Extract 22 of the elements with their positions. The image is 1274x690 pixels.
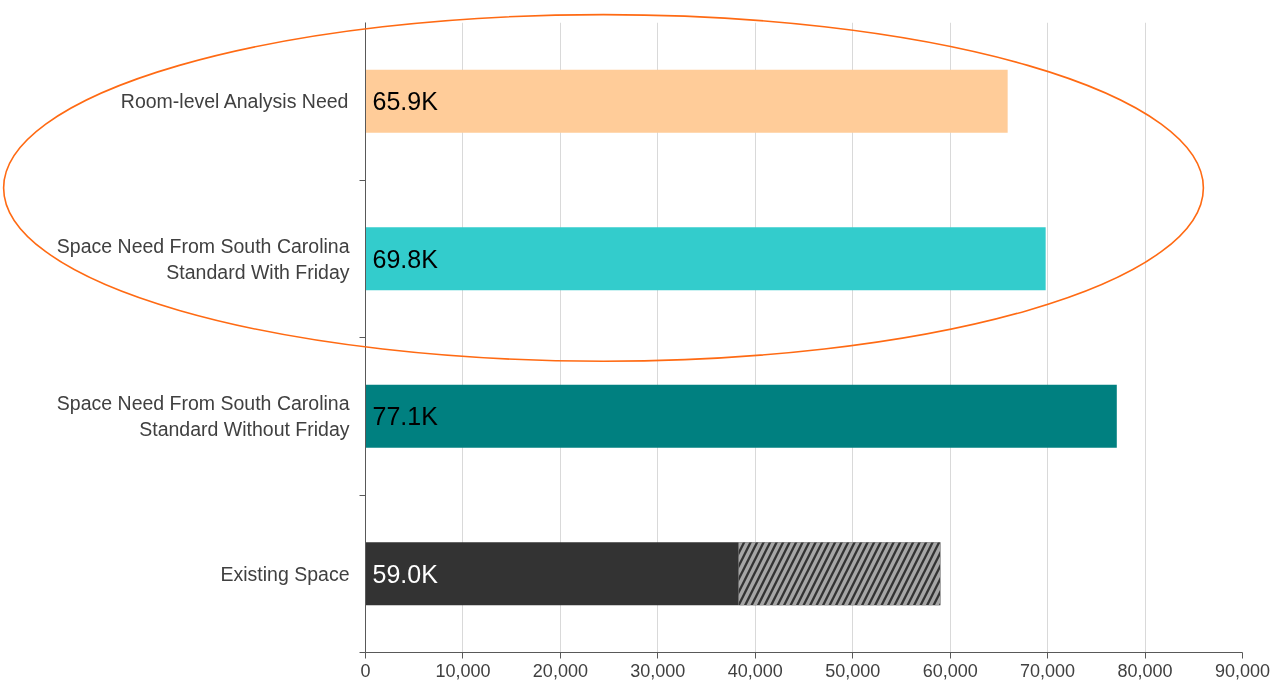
total-label: 65.9K bbox=[372, 87, 439, 116]
x-tick-label: 60,000 bbox=[922, 660, 978, 681]
x-tick-label: 0 bbox=[360, 660, 371, 681]
bar bbox=[365, 227, 1046, 291]
bar bbox=[365, 542, 739, 606]
x-tick-label: 70,000 bbox=[1020, 660, 1076, 681]
x-tick-label: 90,000 bbox=[1214, 660, 1271, 681]
y-tick-label: Space Need From South Carolina Standard With Friday bbox=[56, 234, 350, 283]
y-tick-label: Space Need From South Carolina Standard Without Friday bbox=[56, 392, 350, 441]
total-label: 59.0K bbox=[372, 559, 439, 588]
x-tick-label: 50,000 bbox=[825, 660, 881, 681]
total-label: 77.1K bbox=[372, 402, 439, 431]
y-tick-label: Existing Space bbox=[220, 562, 350, 585]
x-tick-label: 30,000 bbox=[630, 660, 686, 681]
y-tick-label: Room-level Analysis Need bbox=[120, 90, 349, 113]
x-tick-label: 20,000 bbox=[532, 660, 588, 681]
bar bbox=[365, 69, 1008, 133]
x-tick-label: 80,000 bbox=[1117, 660, 1173, 681]
x-tick-label: 10,000 bbox=[435, 660, 491, 681]
bar bbox=[365, 384, 1117, 448]
x-tick-label: 40,000 bbox=[727, 660, 783, 681]
total-label: 69.8K bbox=[372, 244, 439, 273]
